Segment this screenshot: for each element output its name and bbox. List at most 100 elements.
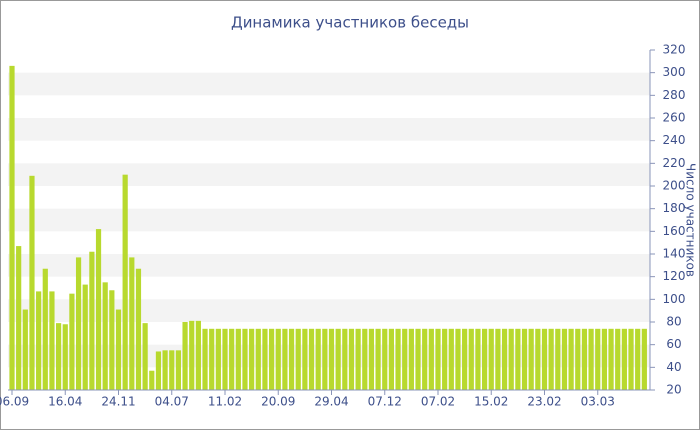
bar xyxy=(435,328,441,390)
bar xyxy=(249,328,255,390)
bar xyxy=(561,328,568,390)
bar xyxy=(468,328,474,390)
bar xyxy=(182,322,188,390)
bar xyxy=(362,328,368,390)
y-tick-label: 20 xyxy=(666,383,681,397)
bar xyxy=(308,328,315,390)
bar xyxy=(641,328,647,390)
x-tick-label: 24.11 xyxy=(101,395,135,409)
bar xyxy=(275,328,281,390)
bar xyxy=(62,324,68,390)
bar xyxy=(568,328,574,390)
x-tick-label: 07.12 xyxy=(368,395,402,409)
bar xyxy=(42,268,48,390)
x-tick-label: 20.09 xyxy=(261,395,295,409)
bar xyxy=(69,293,75,390)
bar xyxy=(235,328,241,390)
bar xyxy=(22,309,28,390)
x-tick-label: 03.03 xyxy=(581,395,615,409)
bar xyxy=(382,328,388,390)
x-tick-label: 15.02 xyxy=(474,395,508,409)
bar xyxy=(342,328,348,390)
bar xyxy=(395,328,401,390)
bar xyxy=(82,284,88,390)
grid-band xyxy=(8,254,650,277)
x-tick-label: 11.02 xyxy=(208,395,242,409)
bar xyxy=(149,370,155,390)
x-tick-label: 04.07 xyxy=(155,395,189,409)
bar xyxy=(36,291,42,390)
bar xyxy=(268,328,275,390)
bar xyxy=(462,328,468,390)
bar xyxy=(541,328,548,390)
bar xyxy=(282,328,288,390)
bar xyxy=(202,328,208,390)
bar xyxy=(135,268,142,390)
bar xyxy=(488,328,494,390)
bar xyxy=(528,328,534,390)
bar xyxy=(348,328,355,390)
bar xyxy=(535,328,541,390)
bar xyxy=(375,328,381,390)
bar xyxy=(555,328,561,390)
bar xyxy=(195,320,201,390)
bar xyxy=(75,257,82,390)
y-tick-label: 100 xyxy=(663,292,686,306)
bar xyxy=(628,328,634,390)
bar xyxy=(89,251,95,390)
y-tick-label: 180 xyxy=(663,201,686,215)
bar xyxy=(109,290,115,390)
bar xyxy=(495,328,501,390)
bar xyxy=(142,323,148,390)
y-tick-label: 260 xyxy=(663,111,686,125)
grid-band xyxy=(8,118,650,141)
bar xyxy=(29,175,35,390)
bar xyxy=(608,328,614,390)
bar xyxy=(255,328,261,390)
bar xyxy=(415,328,421,390)
bar xyxy=(209,328,215,390)
y-tick-label: 160 xyxy=(663,224,686,238)
bar xyxy=(448,328,454,390)
x-tick-label: 23.02 xyxy=(527,395,561,409)
bar xyxy=(635,328,641,390)
bar xyxy=(475,328,481,390)
bar xyxy=(295,328,301,390)
x-tick-label: 29.04 xyxy=(314,395,348,409)
bar xyxy=(189,320,195,390)
y-tick-label: 280 xyxy=(663,88,686,102)
bar xyxy=(428,328,434,390)
bar xyxy=(122,174,128,390)
bar xyxy=(229,328,235,390)
bar xyxy=(548,328,554,390)
bar xyxy=(615,328,621,390)
grid-band xyxy=(8,299,650,322)
grid-band xyxy=(8,208,650,232)
bar xyxy=(388,328,395,390)
bar xyxy=(408,328,414,390)
bar xyxy=(215,328,221,390)
y-tick-label: 60 xyxy=(666,337,681,351)
y-tick-label: 220 xyxy=(663,156,686,170)
bar xyxy=(368,328,375,390)
bar xyxy=(355,328,361,390)
grid-band xyxy=(8,163,650,186)
chart-title: Динамика участников беседы xyxy=(231,14,469,32)
bar xyxy=(328,328,335,390)
x-tick-label: 06.09 xyxy=(0,395,29,409)
bar xyxy=(155,351,162,390)
bar xyxy=(455,328,461,390)
y-tick-label: 320 xyxy=(663,43,686,57)
bar xyxy=(601,328,608,390)
y-tick-label: 200 xyxy=(663,179,686,193)
y-tick-label: 140 xyxy=(663,247,686,261)
bar xyxy=(242,328,248,390)
y-tick-label: 40 xyxy=(666,360,681,374)
bar xyxy=(595,328,601,390)
bar xyxy=(175,350,182,390)
bar xyxy=(288,328,295,390)
bar xyxy=(302,328,308,390)
bar xyxy=(102,282,108,390)
bar xyxy=(588,328,594,390)
